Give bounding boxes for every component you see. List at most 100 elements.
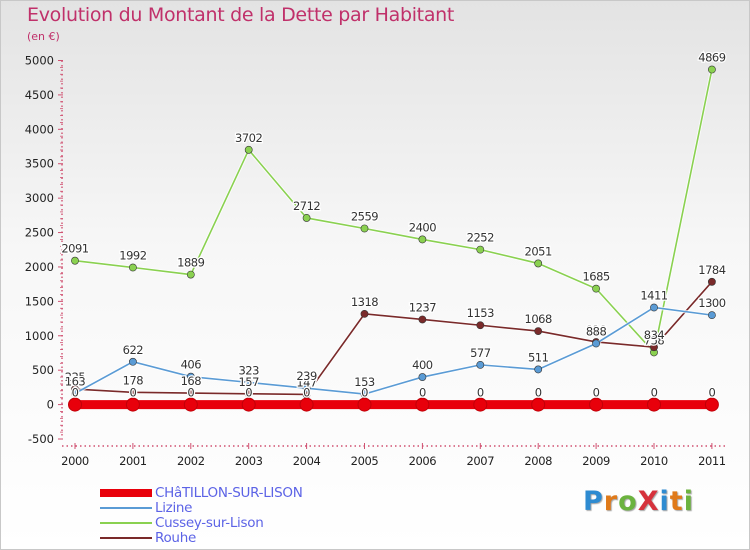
data-point xyxy=(241,397,256,412)
data-point xyxy=(589,397,604,412)
data-label: 1685 xyxy=(582,270,609,284)
data-label: 511 xyxy=(528,350,549,364)
legend-swatch xyxy=(100,522,152,524)
data-point xyxy=(357,397,372,412)
data-label: 1318 xyxy=(351,295,378,309)
data-point xyxy=(183,397,198,412)
y-tick-label: 1500 xyxy=(25,294,54,308)
data-label: 622 xyxy=(123,343,144,357)
data-label: 0 xyxy=(245,386,252,400)
y-tick-label: 3000 xyxy=(25,191,54,205)
data-label: 400 xyxy=(412,358,433,372)
data-label: 4869 xyxy=(698,51,725,65)
data-label: 323 xyxy=(238,363,259,377)
data-point xyxy=(360,224,369,233)
y-tick-label: 5000 xyxy=(25,54,54,68)
data-point xyxy=(473,397,488,412)
data-label: 157 xyxy=(238,375,259,389)
data-label: 153 xyxy=(354,375,375,389)
data-point xyxy=(186,372,195,381)
data-label: 1992 xyxy=(119,249,146,263)
data-label: 834 xyxy=(644,328,665,342)
data-label: 1411 xyxy=(640,288,667,302)
y-tick-label: 3500 xyxy=(25,157,54,171)
data-point xyxy=(534,365,543,374)
data-label: 758 xyxy=(644,333,665,347)
data-point xyxy=(302,384,311,393)
data-point xyxy=(418,235,427,244)
data-point xyxy=(476,360,485,369)
x-tick-label: 2004 xyxy=(293,454,321,468)
x-tick-label: 2008 xyxy=(524,454,552,468)
data-label: 1068 xyxy=(525,312,552,326)
data-point xyxy=(244,145,253,154)
y-tick-label: 4500 xyxy=(25,88,54,102)
data-point xyxy=(244,389,253,398)
series-line-halo xyxy=(74,305,713,396)
data-point xyxy=(128,357,137,366)
x-tick-label: 2003 xyxy=(235,454,263,468)
legend-label: CHâTILLON-SUR-LISON xyxy=(155,485,303,501)
x-tick-label: 2011 xyxy=(698,454,726,468)
data-label: 3702 xyxy=(235,131,262,145)
legend-item: CHâTILLON-SUR-LISON xyxy=(100,485,400,501)
data-point xyxy=(418,373,427,381)
data-label: 2712 xyxy=(293,199,320,213)
legend-swatch xyxy=(100,507,152,509)
data-label: 1889 xyxy=(177,256,204,270)
legend-item: Rouhe xyxy=(100,530,400,546)
legend-swatch xyxy=(100,489,152,497)
data-point xyxy=(415,397,430,412)
legend-item: Cussey-sur-Lison xyxy=(100,515,400,531)
y-tick-label: 4000 xyxy=(25,122,54,136)
data-point xyxy=(186,389,195,397)
data-point xyxy=(244,378,253,387)
series-line xyxy=(74,306,713,395)
data-label: 0 xyxy=(187,386,194,400)
data-label: 406 xyxy=(181,358,202,372)
data-label: 0 xyxy=(129,386,136,400)
data-label: 178 xyxy=(123,373,144,387)
data-point xyxy=(534,259,543,268)
series-line xyxy=(74,281,713,396)
data-label: 0 xyxy=(708,386,715,400)
data-label: 225 xyxy=(65,370,86,384)
series-line xyxy=(74,69,713,355)
data-label: 2252 xyxy=(467,231,494,245)
legend-swatch xyxy=(100,537,152,539)
data-point xyxy=(708,311,716,320)
legend-label: Cussey-sur-Lison xyxy=(155,515,264,531)
x-tick-label: 2005 xyxy=(351,454,379,468)
data-label: 0 xyxy=(651,386,658,400)
data-label: 2091 xyxy=(61,242,88,256)
data-label: 1784 xyxy=(698,263,725,277)
legend-label: Rouhe xyxy=(155,530,196,546)
data-point xyxy=(647,397,661,412)
data-point xyxy=(302,214,311,222)
y-tick-label: -500 xyxy=(28,432,54,446)
y-tick-label: 0 xyxy=(47,398,54,412)
data-point xyxy=(708,277,716,286)
x-tick-label: 2009 xyxy=(582,454,610,468)
data-label: 239 xyxy=(296,369,317,383)
logo-letter: i xyxy=(659,486,670,517)
data-point xyxy=(476,245,485,254)
y-tick-label: 2000 xyxy=(25,260,54,274)
x-tick-label: 2001 xyxy=(119,454,147,468)
logo-letter: r xyxy=(603,486,619,517)
data-point xyxy=(71,256,79,265)
data-point xyxy=(592,339,600,348)
data-label: 0 xyxy=(419,386,426,400)
x-tick-label: 2007 xyxy=(466,454,494,468)
x-tick-label: 2002 xyxy=(177,454,205,468)
data-label: 163 xyxy=(65,374,86,388)
data-label: 1300 xyxy=(698,296,725,310)
data-label: 147 xyxy=(296,375,317,389)
data-point xyxy=(592,284,600,293)
data-label: 0 xyxy=(535,386,542,400)
chart-subtitle: (en €) xyxy=(27,30,60,43)
data-label: 910 xyxy=(586,323,607,337)
data-label: 0 xyxy=(361,386,368,400)
data-label: 0 xyxy=(303,386,310,400)
